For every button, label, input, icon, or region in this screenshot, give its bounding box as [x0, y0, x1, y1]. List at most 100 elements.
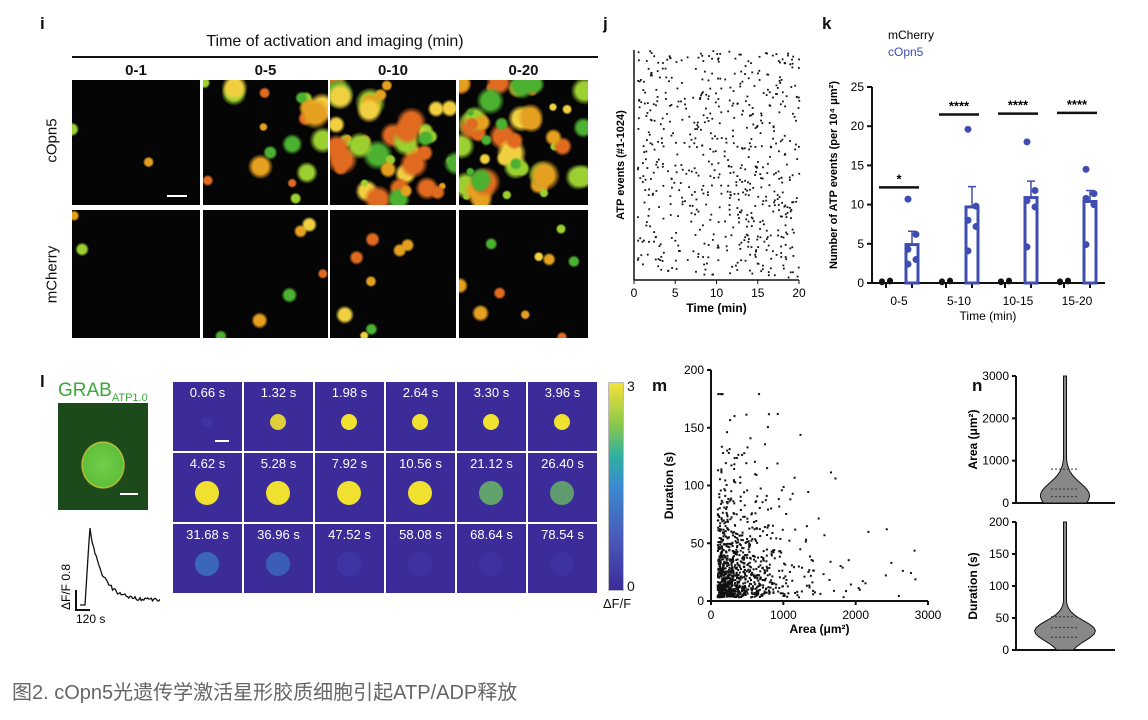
- y-tick-label: 5: [857, 237, 864, 251]
- data-point: [746, 517, 749, 520]
- event-mark: [717, 98, 720, 101]
- event-mark: [755, 249, 757, 252]
- event-mark: [745, 233, 748, 236]
- data-point: [750, 588, 753, 591]
- event-mark: [757, 72, 759, 75]
- event-mark: [739, 85, 742, 88]
- y-tick-label: 0: [857, 276, 864, 290]
- data-point: [776, 412, 779, 415]
- data-point: [723, 488, 726, 491]
- data-point-cOpn5: [972, 223, 980, 231]
- data-point: [738, 543, 741, 546]
- data-point: [733, 566, 736, 569]
- data-point: [719, 554, 722, 557]
- data-point: [741, 453, 744, 456]
- event-mark: [767, 244, 770, 247]
- data-point-mCherry: [1006, 277, 1012, 284]
- data-point: [734, 592, 737, 595]
- data-point: [780, 551, 783, 554]
- event-mark: [773, 204, 776, 207]
- tile-time: 10.56 s: [399, 456, 442, 471]
- significance-stars: ****: [949, 98, 970, 113]
- data-point-cOpn5: [1031, 186, 1039, 194]
- data-point: [717, 569, 720, 572]
- data-point: [728, 559, 731, 562]
- event-mark: [727, 165, 730, 167]
- data-point: [731, 569, 734, 572]
- data-point: [807, 570, 810, 573]
- data-point: [755, 590, 758, 593]
- data-point: [754, 473, 757, 476]
- data-point: [766, 569, 769, 572]
- data-point: [766, 567, 769, 570]
- event-mark: [791, 246, 794, 249]
- event-mark: [760, 112, 763, 115]
- event-mark: [689, 204, 691, 207]
- event-mark: [789, 247, 792, 250]
- data-point: [717, 562, 720, 565]
- data-point: [758, 528, 761, 531]
- data-point: [758, 595, 761, 598]
- cell-signal: [550, 481, 574, 505]
- data-point: [750, 596, 753, 599]
- data-point: [726, 431, 729, 434]
- event-mark: [760, 186, 763, 189]
- data-point: [720, 541, 723, 544]
- data-point: [727, 563, 730, 566]
- event-mark: [639, 177, 642, 179]
- data-point: [739, 508, 742, 511]
- data-point-cOpn5: [964, 125, 972, 133]
- event-mark: [771, 54, 774, 57]
- data-point-cOpn5: [1023, 243, 1031, 251]
- data-point: [726, 518, 729, 521]
- event-mark: [654, 236, 657, 239]
- event-mark: [781, 100, 784, 103]
- event-mark: [795, 200, 798, 203]
- data-point: [839, 565, 842, 568]
- data-point: [768, 589, 771, 592]
- event-mark: [652, 103, 655, 106]
- data-point: [742, 565, 745, 568]
- data-point: [743, 587, 746, 590]
- data-point: [717, 548, 720, 551]
- data-point: [723, 581, 726, 584]
- data-point: [737, 569, 740, 572]
- event-mark: [731, 265, 734, 268]
- event-mark: [781, 91, 784, 94]
- event-mark: [645, 224, 648, 227]
- data-point: [734, 481, 737, 484]
- event-mark: [798, 172, 801, 175]
- event-mark: [716, 53, 719, 55]
- data-point: [720, 445, 723, 448]
- data-point: [763, 569, 766, 572]
- event-mark: [648, 240, 650, 243]
- event-mark: [655, 104, 657, 107]
- data-point-cOpn5: [1090, 190, 1098, 198]
- event-mark: [641, 240, 644, 243]
- time-tile: 5.28 s: [244, 453, 313, 522]
- event-mark: [718, 173, 721, 176]
- event-mark: [692, 250, 695, 253]
- event-mark: [666, 113, 668, 115]
- data-point: [797, 596, 800, 599]
- event-mark: [795, 143, 797, 146]
- data-point: [786, 585, 789, 588]
- data-point: [725, 507, 728, 510]
- data-point: [719, 543, 722, 546]
- data-point: [716, 550, 719, 553]
- event-mark: [768, 104, 771, 107]
- data-point: [720, 589, 723, 592]
- event-mark: [649, 109, 652, 112]
- event-mark: [730, 165, 733, 168]
- x-tick-label: 2000: [842, 608, 869, 622]
- data-point: [746, 592, 749, 595]
- micrograph: [459, 210, 588, 338]
- data-point: [725, 595, 728, 598]
- data-point: [849, 583, 852, 586]
- event-mark: [640, 101, 643, 104]
- data-point: [748, 545, 751, 548]
- event-mark: [744, 193, 747, 196]
- data-point: [783, 594, 786, 597]
- event-mark: [728, 213, 731, 216]
- data-point: [722, 578, 725, 581]
